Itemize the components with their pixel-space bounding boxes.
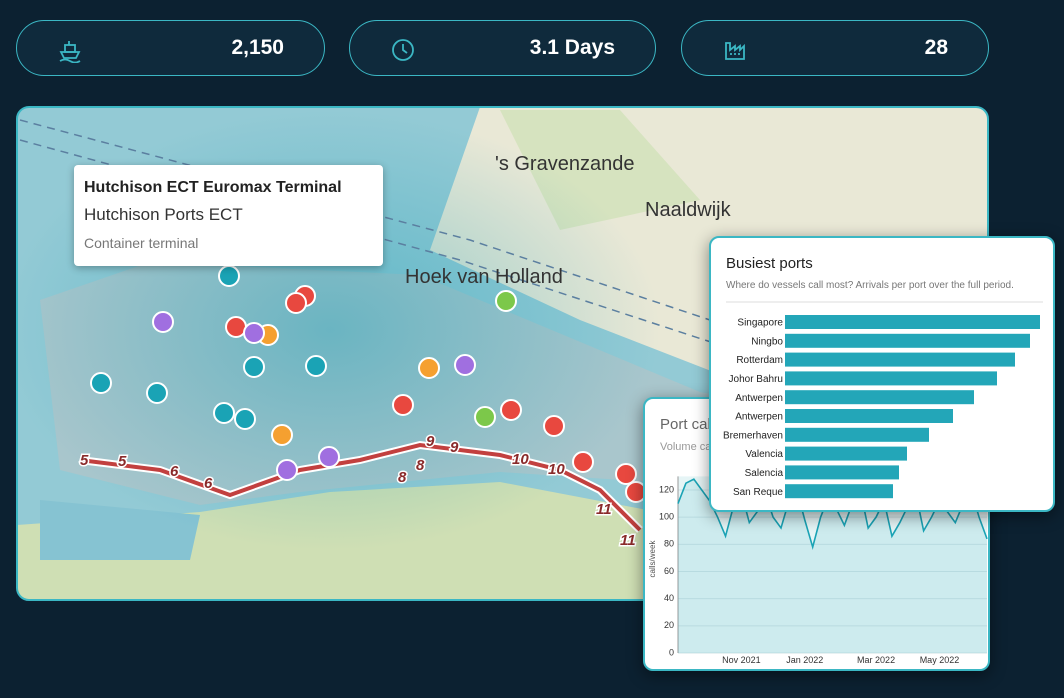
bar-panel: Busiest ports Where do vessels call most… xyxy=(709,236,1055,512)
y-tick-label: 40 xyxy=(664,593,674,603)
y-tick-label: 80 xyxy=(664,539,674,549)
factory-icon xyxy=(725,42,745,60)
kpi-vessels: 2,150 xyxy=(16,20,325,76)
kpi-duration: 3.1 Days xyxy=(349,20,656,76)
chart-subtitle: Where do vessels call most? Arrivals per… xyxy=(726,280,1014,291)
route-label: 9 xyxy=(450,439,459,456)
bar xyxy=(785,371,997,386)
y-tick-label: Antwerpen xyxy=(735,412,783,423)
route-label: 11 xyxy=(620,532,636,549)
route-label: 8 xyxy=(398,469,407,486)
y-tick-label: 120 xyxy=(659,484,674,494)
bar xyxy=(785,484,893,499)
bar-chart: Busiest ports Where do vessels call most… xyxy=(723,255,1043,499)
y-tick-label: Rotterdam xyxy=(736,355,783,366)
bar xyxy=(785,390,974,405)
x-tick-label: Jan 2022 xyxy=(786,655,823,665)
port-marker xyxy=(285,292,307,314)
route-label: 11 xyxy=(596,501,612,518)
y-tick-label: Ningbo xyxy=(751,336,783,347)
port-marker xyxy=(271,424,293,446)
port-marker xyxy=(152,311,174,333)
route-label: 6 xyxy=(204,475,213,492)
x-tick-label: Nov 2021 xyxy=(722,655,761,665)
tooltip-operator: Hutchison Ports ECT xyxy=(84,205,243,224)
tooltip-title: Hutchison ECT Euromax Terminal xyxy=(84,179,342,196)
port-marker xyxy=(543,415,565,437)
tooltip-kind: Container terminal xyxy=(84,235,199,251)
route-label: 10 xyxy=(512,451,529,468)
port-marker xyxy=(90,372,112,394)
port-marker xyxy=(500,399,522,421)
port-marker xyxy=(218,265,240,287)
chart-title: Busiest ports xyxy=(726,255,813,272)
chart-title: Port calls xyxy=(660,416,722,433)
line-area xyxy=(678,479,987,653)
route-label: 9 xyxy=(426,433,435,450)
port-marker xyxy=(572,451,594,473)
y-tick-label: Bremerhaven xyxy=(723,430,783,441)
place-label: Naaldwijk xyxy=(645,199,732,221)
bar xyxy=(785,465,899,480)
bar xyxy=(785,333,1030,348)
clock-icon xyxy=(392,39,414,61)
kpi-value: 28 xyxy=(924,36,948,59)
y-tick-label: Johor Bahru xyxy=(729,374,783,385)
place-label: 's Gravenzande xyxy=(495,153,634,175)
y-axis-label: calls/week xyxy=(648,540,657,578)
bar xyxy=(785,315,1040,329)
line-panel: Port calls Volume calls per week calls/w… xyxy=(643,397,990,671)
port-marker xyxy=(454,354,476,376)
port-marker xyxy=(305,355,327,377)
bar xyxy=(785,352,1015,367)
port-marker xyxy=(318,446,340,468)
y-tick-label: Antwerpen xyxy=(735,393,783,404)
port-marker xyxy=(146,382,168,404)
port-marker xyxy=(234,408,256,430)
port-marker xyxy=(474,406,496,428)
ship-icon xyxy=(59,41,81,63)
port-marker xyxy=(495,290,517,312)
route-label: 5 xyxy=(80,452,89,469)
kpi-value: 3.1 Days xyxy=(529,36,615,59)
port-marker xyxy=(213,402,235,424)
x-tick-label: May 2022 xyxy=(920,655,960,665)
x-tick-label: Mar 2022 xyxy=(857,655,895,665)
port-marker xyxy=(615,463,637,485)
y-tick-label: Salencia xyxy=(745,468,784,479)
port-marker xyxy=(392,394,414,416)
port-marker xyxy=(418,357,440,379)
route-label: 8 xyxy=(416,457,425,474)
map-tooltip: Hutchison ECT Euromax Terminal Hutchison… xyxy=(74,165,383,266)
y-tick-label: 0 xyxy=(669,647,674,657)
kpi-ports: 28 xyxy=(681,20,989,76)
port-marker xyxy=(225,316,247,338)
y-tick-label: 100 xyxy=(659,512,674,522)
route-label: 5 xyxy=(118,453,127,470)
y-tick-label: Singapore xyxy=(737,318,783,329)
route-label: 10 xyxy=(548,461,565,478)
bar xyxy=(785,446,907,461)
y-tick-label: Valencia xyxy=(745,449,783,460)
place-label: Hoek van Holland xyxy=(405,266,563,288)
y-tick-label: 60 xyxy=(664,566,674,576)
y-tick-label: San Reque xyxy=(733,487,783,498)
y-tick-label: 20 xyxy=(664,620,674,630)
bar xyxy=(785,427,929,442)
port-marker xyxy=(243,356,265,378)
port-marker xyxy=(276,459,298,481)
route-label: 6 xyxy=(170,463,179,480)
port-marker xyxy=(243,322,265,344)
bar xyxy=(785,409,953,423)
kpi-value: 2,150 xyxy=(231,36,284,59)
